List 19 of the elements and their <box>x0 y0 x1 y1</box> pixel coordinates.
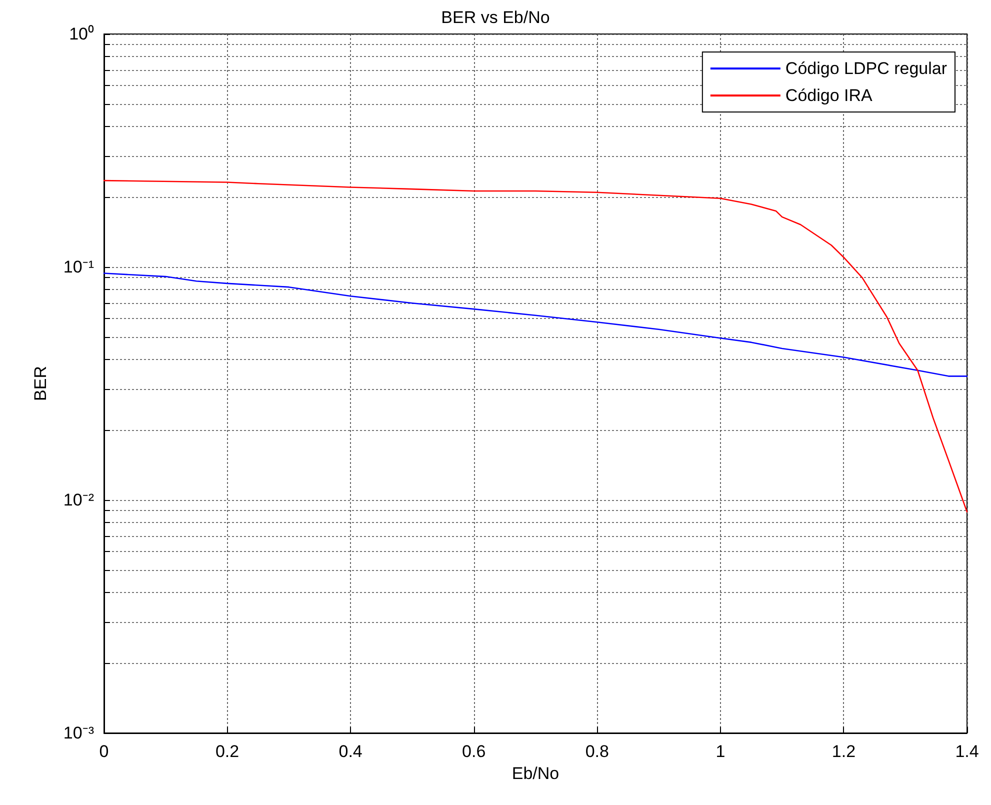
y-axis-title: BER <box>31 366 50 401</box>
x-tick-label: 0.6 <box>462 742 486 761</box>
y-tick-label: 10⁻² <box>63 490 94 510</box>
x-tick-label: 0.8 <box>585 742 609 761</box>
x-tick-label: 0.4 <box>338 742 362 761</box>
y-tick-label: 10⁻³ <box>63 724 94 742</box>
legend-label: Código LDPC regular <box>785 59 948 78</box>
line-series <box>103 272 968 377</box>
y-tick-label: 10⁻¹ <box>63 258 94 276</box>
line-series <box>103 180 968 512</box>
x-tick-label: 0.2 <box>215 742 240 761</box>
x-tick-label: 1.4 <box>955 742 979 761</box>
x-tick-label: 1.2 <box>832 742 856 761</box>
y-tick-label: 10⁰ <box>69 24 94 44</box>
x-tick-label: 1 <box>716 742 726 761</box>
x-tick-label: 0 <box>99 742 109 761</box>
legend-label: Código IRA <box>785 86 874 105</box>
x-axis-title: Eb/No <box>512 764 560 783</box>
chart-title: BER vs Eb/No <box>441 8 550 27</box>
